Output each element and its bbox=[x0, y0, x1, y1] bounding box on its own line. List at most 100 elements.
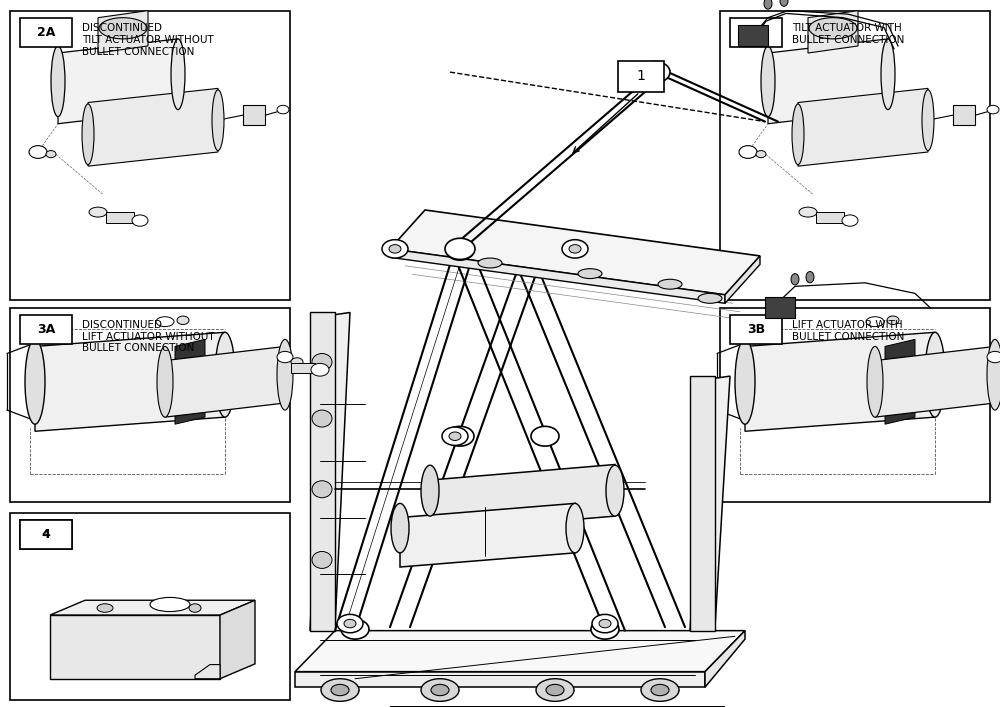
Ellipse shape bbox=[791, 274, 799, 285]
Ellipse shape bbox=[51, 46, 65, 117]
Ellipse shape bbox=[312, 481, 332, 498]
Ellipse shape bbox=[312, 551, 332, 568]
Ellipse shape bbox=[156, 317, 174, 327]
Ellipse shape bbox=[578, 269, 602, 279]
Text: 3A: 3A bbox=[37, 323, 55, 336]
Ellipse shape bbox=[531, 426, 559, 446]
Bar bbox=[291, 363, 315, 373]
Polygon shape bbox=[400, 503, 575, 567]
Bar bbox=[20, 18, 72, 47]
Ellipse shape bbox=[599, 619, 611, 628]
Polygon shape bbox=[98, 11, 148, 53]
Bar bbox=[10, 308, 290, 502]
Polygon shape bbox=[50, 600, 255, 615]
Ellipse shape bbox=[806, 271, 814, 283]
Polygon shape bbox=[50, 615, 220, 679]
Text: 1: 1 bbox=[637, 69, 645, 83]
Bar bbox=[106, 212, 134, 223]
Bar bbox=[765, 297, 795, 318]
Ellipse shape bbox=[421, 679, 459, 701]
Ellipse shape bbox=[431, 684, 449, 696]
Ellipse shape bbox=[344, 619, 356, 628]
Polygon shape bbox=[705, 631, 745, 687]
Ellipse shape bbox=[89, 207, 107, 217]
Text: 4: 4 bbox=[42, 528, 50, 541]
Bar bbox=[20, 315, 72, 344]
Bar bbox=[618, 61, 664, 92]
Polygon shape bbox=[175, 339, 205, 424]
Polygon shape bbox=[220, 600, 255, 679]
Text: LIFT ACTUATOR WITH
BULLET CONNECTION: LIFT ACTUATOR WITH BULLET CONNECTION bbox=[792, 320, 904, 342]
Polygon shape bbox=[768, 39, 888, 124]
Ellipse shape bbox=[312, 410, 332, 427]
Ellipse shape bbox=[82, 104, 94, 165]
Ellipse shape bbox=[641, 679, 679, 701]
Ellipse shape bbox=[780, 0, 788, 6]
Text: DISCONTINUED
TILT ACTUATOR WITHOUT
BULLET CONNECTION: DISCONTINUED TILT ACTUATOR WITHOUT BULLE… bbox=[82, 23, 214, 57]
Bar bbox=[20, 520, 72, 549]
Ellipse shape bbox=[99, 18, 147, 39]
Bar bbox=[730, 18, 782, 47]
Ellipse shape bbox=[157, 346, 173, 417]
Text: 4: 4 bbox=[42, 528, 50, 541]
Ellipse shape bbox=[592, 614, 618, 633]
Ellipse shape bbox=[536, 679, 574, 701]
Polygon shape bbox=[195, 665, 220, 679]
Ellipse shape bbox=[29, 146, 47, 158]
Ellipse shape bbox=[171, 39, 185, 110]
Ellipse shape bbox=[809, 18, 857, 39]
Bar bbox=[243, 105, 265, 125]
Ellipse shape bbox=[739, 146, 757, 158]
Ellipse shape bbox=[46, 151, 56, 158]
Ellipse shape bbox=[277, 105, 289, 114]
Polygon shape bbox=[798, 88, 928, 166]
Ellipse shape bbox=[658, 279, 682, 289]
Text: 3B: 3B bbox=[747, 323, 765, 336]
Ellipse shape bbox=[651, 684, 669, 696]
Ellipse shape bbox=[189, 604, 201, 612]
Bar bbox=[720, 308, 990, 502]
Ellipse shape bbox=[866, 317, 884, 327]
Ellipse shape bbox=[792, 104, 804, 165]
Text: DISCONTINUED
LIFT ACTUATOR WITHOUT
BULLET CONNECTION: DISCONTINUED LIFT ACTUATOR WITHOUT BULLE… bbox=[82, 320, 215, 354]
Ellipse shape bbox=[97, 604, 113, 612]
Polygon shape bbox=[35, 332, 225, 431]
Polygon shape bbox=[310, 312, 335, 631]
Ellipse shape bbox=[566, 503, 584, 553]
Bar bbox=[10, 11, 290, 300]
Polygon shape bbox=[885, 339, 915, 424]
Ellipse shape bbox=[389, 245, 401, 253]
Ellipse shape bbox=[867, 346, 883, 417]
Ellipse shape bbox=[922, 90, 934, 151]
Ellipse shape bbox=[291, 358, 303, 366]
Polygon shape bbox=[690, 376, 715, 631]
Polygon shape bbox=[88, 88, 218, 166]
Polygon shape bbox=[295, 631, 745, 672]
Ellipse shape bbox=[177, 316, 189, 325]
Ellipse shape bbox=[277, 351, 293, 363]
Ellipse shape bbox=[212, 90, 224, 151]
Ellipse shape bbox=[277, 339, 293, 410]
Ellipse shape bbox=[640, 62, 670, 83]
Bar bbox=[20, 520, 72, 549]
Ellipse shape bbox=[735, 339, 755, 424]
Ellipse shape bbox=[764, 0, 772, 9]
Ellipse shape bbox=[25, 339, 45, 424]
Ellipse shape bbox=[421, 465, 439, 516]
Polygon shape bbox=[390, 249, 725, 303]
Ellipse shape bbox=[842, 215, 858, 226]
Ellipse shape bbox=[478, 258, 502, 268]
Ellipse shape bbox=[606, 465, 624, 516]
Ellipse shape bbox=[132, 215, 148, 226]
Ellipse shape bbox=[442, 427, 468, 445]
Polygon shape bbox=[430, 464, 615, 532]
Ellipse shape bbox=[799, 207, 817, 217]
Bar bbox=[816, 212, 844, 223]
Ellipse shape bbox=[331, 684, 349, 696]
Bar bbox=[720, 11, 990, 300]
Ellipse shape bbox=[887, 316, 899, 325]
Ellipse shape bbox=[150, 597, 190, 612]
Ellipse shape bbox=[215, 332, 235, 417]
Ellipse shape bbox=[341, 619, 369, 639]
Ellipse shape bbox=[312, 354, 332, 370]
